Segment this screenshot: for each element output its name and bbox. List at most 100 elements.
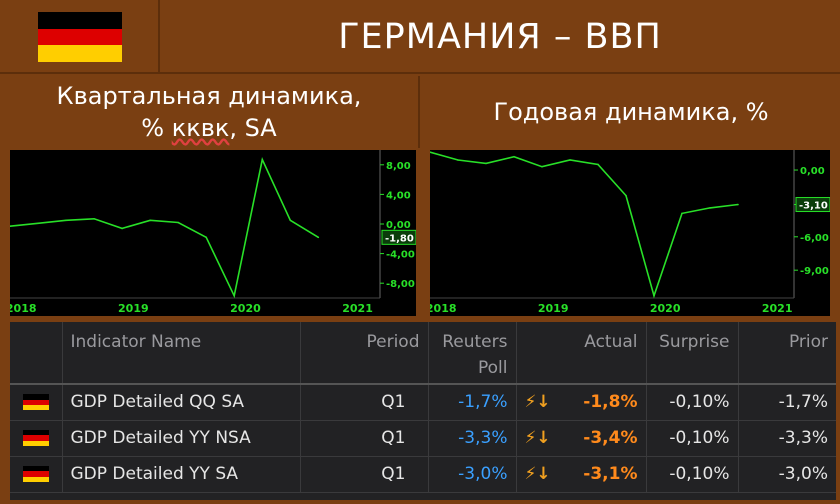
x-tick-label: 2019 [538, 302, 569, 315]
surprise-bolt-icon: ⚡↓ [524, 464, 551, 484]
prior-value: -3,0% [738, 456, 836, 493]
indicator-table: Indicator Name Period Reuters Poll Actual… [10, 322, 836, 500]
actual-cell: ⚡↓ -3,1% [516, 456, 647, 493]
y-tick-label: -8,00 [386, 279, 415, 290]
actual-value: -3,1% [583, 464, 638, 484]
title-bar: ГЕРМАНИЯ – ВВП [0, 0, 840, 74]
actual-value: -1,8% [583, 392, 638, 413]
germany-flag-icon [38, 12, 122, 62]
prior-value: -1,7% [738, 384, 836, 421]
y-tick-label: -6,00 [800, 233, 829, 244]
data-point [513, 155, 515, 158]
last-value-box [795, 197, 830, 213]
data-point [37, 222, 39, 225]
data-point [737, 203, 739, 206]
surprise-bolt-icon: ⚡↓ [524, 392, 551, 413]
surprise-header[interactable]: Surprise [646, 322, 739, 385]
page-title: ГЕРМАНИЯ – ВВП [338, 17, 662, 57]
data-point [681, 212, 683, 215]
reuters-poll-value: -3,3% [428, 420, 517, 457]
period-value: Q1 [300, 456, 429, 493]
last-value-box [381, 229, 416, 245]
x-tick-label: 2020 [230, 302, 261, 315]
y-tick-label: 4,00 [386, 190, 411, 201]
data-point [177, 221, 179, 224]
data-point [233, 294, 236, 297]
indicator-name: GDP Detailed QQ SA [62, 384, 301, 421]
series-line [10, 157, 319, 299]
x-tick-label: 2020 [650, 302, 681, 315]
chart-svg: 0,00 -6,00 -9,00 2018 2019 2020 2021 -3,10 [430, 150, 830, 315]
surprise-bolt-icon: ⚡↓ [524, 428, 551, 448]
period-value: Q1 [300, 384, 429, 421]
table-row[interactable]: GDP Detailed YY SA Q1 -3,0% ⚡↓ -3,1% -0,1… [10, 456, 836, 493]
indicator-name-header[interactable]: Indicator Name [62, 322, 301, 385]
germany-flag-icon [22, 466, 49, 482]
prior-header-label: Prior [788, 332, 828, 352]
flag-column-header [10, 322, 63, 385]
reuters-poll-header-line2: Poll [478, 358, 508, 378]
reuters-poll-header[interactable]: Reuters Poll [428, 322, 517, 385]
table-header-row: Indicator Name Period Reuters Poll Actual… [10, 322, 836, 385]
subtitle-percent: % [141, 114, 172, 142]
indicator-name: GDP Detailed YY NSA [62, 420, 301, 457]
surprise-value: -0,10% [646, 384, 739, 421]
data-point [485, 162, 487, 165]
annual-subtitle: Годовая динамика, % [493, 98, 769, 126]
data-point [430, 151, 431, 154]
reuters-poll-value: -3,0% [428, 456, 517, 493]
chart-svg: 8,00 4,00 0,00 -4,00 -8,00 2018 2019 2020 2021 -1… [10, 150, 416, 315]
period-value: Q1 [300, 420, 429, 457]
actual-cell: ⚡↓ -3,4% [516, 420, 647, 457]
surprise-value: -0,10% [646, 456, 739, 493]
x-tick-label: 2019 [118, 302, 149, 315]
prior-value: -3,3% [738, 420, 836, 457]
period-header-label: Period [366, 332, 420, 352]
y-tick-label: 8,00 [386, 161, 411, 172]
actual-header-label: Actual [584, 332, 638, 352]
surprise-value: -0,10% [646, 420, 739, 457]
x-tick-label: 2021 [762, 302, 793, 315]
data-point [121, 227, 123, 230]
quarterly-gdp-chart: 8,00 4,00 0,00 -4,00 -8,00 2018 2019 2020 2021 -1… [10, 150, 416, 316]
actual-header[interactable]: Actual [516, 322, 647, 385]
reuters-poll-value: -1,7% [428, 384, 517, 421]
y-tick-label: 0,00 [800, 166, 825, 177]
data-point [597, 163, 599, 166]
period-header[interactable]: Period [300, 322, 429, 385]
quarterly-subtitle-line2: % кквк, SA [0, 112, 418, 144]
x-tick-label: 2021 [342, 302, 373, 315]
surprise-header-label: Surprise [659, 332, 730, 352]
data-point [205, 236, 208, 239]
data-point [289, 219, 292, 222]
subtitle-kkvk: кквк [171, 114, 230, 142]
table-row[interactable]: GDP Detailed QQ SA Q1 -1,7% ⚡↓ -1,8% -0,1… [10, 384, 836, 421]
last-value-label: -1,80 [385, 233, 414, 244]
actual-cell: ⚡↓ -1,8% [516, 384, 647, 421]
indicator-name: GDP Detailed YY SA [62, 456, 301, 493]
last-value-label: -3,10 [799, 201, 828, 212]
prior-header[interactable]: Prior [738, 322, 836, 385]
y-tick-label: -9,00 [800, 266, 829, 277]
data-point [65, 219, 67, 222]
actual-value: -3,4% [583, 428, 638, 448]
row-flag-cell [10, 420, 63, 457]
reuters-poll-header-line1: Reuters [442, 332, 508, 352]
data-point [625, 194, 627, 197]
data-point [709, 207, 711, 209]
x-tick-label: 2018 [10, 302, 37, 315]
table-row[interactable]: GDP Detailed YY NSA Q1 -3,3% ⚡↓ -3,4% -0,… [10, 420, 836, 457]
data-point [653, 294, 655, 297]
y-tick-label: -4,00 [386, 250, 415, 261]
series-line [430, 151, 739, 299]
x-tick-label: 2018 [430, 302, 457, 315]
subtitle-sa: , SA [229, 114, 277, 142]
germany-flag-icon [22, 394, 49, 411]
row-flag-cell [10, 384, 63, 421]
data-point [149, 219, 151, 222]
row-flag-cell [10, 456, 63, 493]
data-point [569, 159, 571, 161]
data-point [541, 165, 543, 168]
quarterly-subtitle: Квартальная динамика, % кквк, SA [0, 76, 420, 148]
data-point [10, 225, 11, 228]
